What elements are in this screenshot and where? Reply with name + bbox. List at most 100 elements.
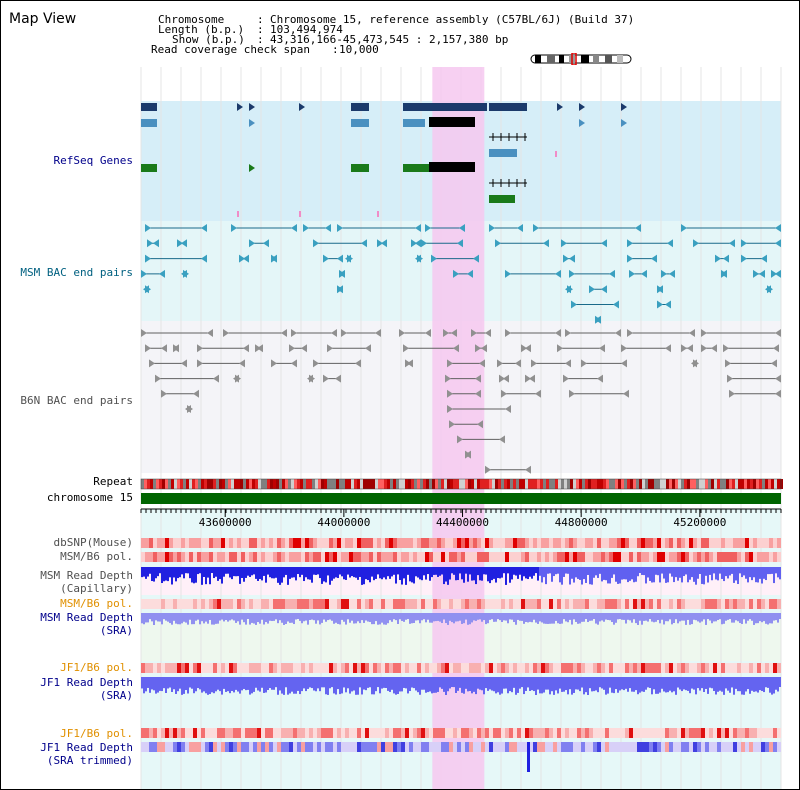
- repeat-block: [198, 479, 201, 489]
- msm-b6-pol-sra-heat-cell: [637, 599, 641, 609]
- msm-b6-pol-heat-cell: [613, 552, 617, 562]
- msm-cap-depth-bar: [427, 567, 429, 575]
- track-label-msm-b6-pol-sra[interactable]: MSM/B6 pol.: [60, 597, 133, 610]
- repeat-block: [489, 479, 492, 489]
- msm-b6-pol-heat-cell: [337, 552, 341, 562]
- jf1-depth-trim-cell: [517, 742, 521, 752]
- repeat-block: [771, 479, 774, 489]
- gene-feature: [403, 119, 425, 127]
- msm-b6-pol-sra-heat-cell: [249, 599, 253, 609]
- bac-end-marker: [249, 239, 255, 248]
- jf1-sra-depth-bar: [171, 677, 173, 692]
- msm-sra-depth-bar: [447, 613, 449, 625]
- jf1-b6-pol-trim-heat-cell: [653, 728, 657, 738]
- msm-sra-depth-bar: [439, 613, 441, 622]
- track-label-refseq[interactable]: RefSeq Genes: [53, 154, 133, 167]
- jf1-b6-pol-heat-cell: [241, 663, 245, 673]
- jf1-sra-depth-bar: [543, 677, 545, 693]
- jf1-b6-pol-trim-heat-cell: [353, 728, 357, 738]
- msm-b6-pol-heat-cell: [241, 552, 245, 562]
- msm-cap-depth-bar: [263, 567, 265, 576]
- msm-sra-depth-bar: [251, 613, 253, 623]
- jf1-b6-pol-trim-heat-cell: [737, 728, 741, 738]
- bac-end-marker: [325, 224, 331, 232]
- msm-sra-depth-bar: [375, 613, 377, 622]
- msm-cap-depth-bar: [627, 567, 629, 583]
- repeat-block: [438, 479, 441, 489]
- jf1-b6-pol-trim-heat-cell: [169, 728, 173, 738]
- msm-cap-depth-bar: [223, 567, 225, 577]
- msm-sra-depth-bar: [503, 613, 505, 621]
- msm-sra-depth-bar: [515, 613, 517, 625]
- track-label-dbsnp[interactable]: dbSNP(Mouse): [53, 536, 133, 549]
- jf1-sra-depth-bar: [143, 677, 145, 694]
- dbsnp-heat-cell: [229, 538, 233, 548]
- track-label-b6n-bac[interactable]: B6N BAC end pairs: [20, 394, 133, 407]
- jf1-b6-pol-heat-cell: [321, 663, 325, 673]
- msm-sra-depth-bar: [171, 613, 173, 625]
- jf1-depth-trim-cell: [449, 742, 453, 752]
- jf1-sra-depth-bar: [697, 677, 699, 689]
- track-label-jf1-b6-pol[interactable]: JF1/B6 pol.: [60, 661, 133, 674]
- repeat-block: [186, 479, 189, 489]
- track-label-msm-b6-pol[interactable]: MSM/B6 pol.: [60, 550, 133, 563]
- jf1-depth-trim-cell: [209, 742, 213, 752]
- msm-cap-depth-bar: [563, 567, 565, 577]
- b6n-end-marker: [775, 374, 781, 383]
- dbsnp-heat-cell: [529, 538, 533, 548]
- jf1-sra-depth-bar: [371, 677, 373, 695]
- jf1-b6-pol-heat-cell: [305, 663, 309, 673]
- jf1-depth-trim-cell: [165, 742, 169, 752]
- track-label-msm-bac[interactable]: MSM BAC end pairs: [20, 266, 133, 279]
- jf1-sra-depth-bar: [505, 677, 507, 689]
- b6n-end-marker: [327, 344, 333, 353]
- msm-cap-depth-bar: [757, 567, 759, 583]
- track-label-msm-depth-sra-1[interactable]: MSM Read Depth: [40, 611, 133, 624]
- repeat-block: [600, 479, 603, 489]
- repeat-block: [171, 479, 174, 489]
- track-label-repeat[interactable]: Repeat: [93, 475, 133, 488]
- jf1-depth-trim-cell: [685, 742, 689, 752]
- jf1-sra-depth-bar: [387, 677, 389, 691]
- jf1-sra-depth-bar: [531, 677, 533, 691]
- msm-sra-depth-bar: [769, 613, 771, 624]
- track-label-chromosome[interactable]: chromosome 15: [46, 491, 133, 504]
- msm-b6-pol-heat-cell: [557, 552, 561, 562]
- msm-b6-pol-heat-cell: [141, 552, 145, 562]
- msm-b6-pol-sra-heat-cell: [357, 599, 361, 609]
- dbsnp-heat-cell: [469, 538, 473, 548]
- jf1-sra-depth-bar: [513, 677, 515, 688]
- b6n-end-marker: [407, 359, 413, 368]
- jf1-b6-pol-heat-cell: [309, 663, 313, 673]
- msm-b6-pol-sra-heat-cell: [437, 599, 441, 609]
- track-label-jf1-depth-sra-1[interactable]: JF1 Read Depth: [40, 676, 133, 689]
- msm-cap-depth-bar: [553, 567, 555, 577]
- jf1-b6-pol-heat-cell: [157, 663, 161, 673]
- msm-b6-pol-sra-heat-cell: [433, 599, 437, 609]
- msm-sra-depth-bar: [309, 613, 311, 620]
- chromosome-ideogram[interactable]: [529, 53, 635, 65]
- msm-b6-pol-sra-heat-cell: [625, 599, 629, 609]
- track-label-msm-depth-cap-1[interactable]: MSM Read Depth: [40, 569, 133, 582]
- msm-cap-depth-bar: [541, 567, 543, 583]
- jf1-sra-depth-bar: [447, 677, 449, 692]
- msm-sra-depth-bar: [687, 613, 689, 620]
- dbsnp-heat-cell: [249, 538, 253, 548]
- msm-sra-depth-bar: [753, 613, 755, 625]
- jf1-sra-depth-bar: [295, 677, 297, 694]
- msm-b6-pol-heat-cell: [249, 552, 253, 562]
- msm-cap-depth-bar: [723, 567, 725, 582]
- jf1-b6-pol-heat-cell: [297, 663, 301, 673]
- repeat-block: [336, 479, 339, 489]
- repeat-block: [318, 479, 321, 489]
- msm-b6-pol-sra-heat-cell: [425, 599, 429, 609]
- track-label-jf1-b6-pol-trim[interactable]: JF1/B6 pol.: [60, 727, 133, 740]
- jf1-b6-pol-trim-heat-cell: [293, 728, 297, 738]
- jf1-sra-depth-bar: [339, 677, 341, 695]
- msm-cap-depth-bar: [683, 567, 685, 577]
- jf1-depth-trim-cell: [553, 742, 557, 752]
- track-label-jf1-depth-trim-1[interactable]: JF1 Read Depth: [40, 741, 133, 754]
- bac-end-marker: [627, 254, 633, 263]
- jf1-sra-depth-bar: [169, 677, 171, 688]
